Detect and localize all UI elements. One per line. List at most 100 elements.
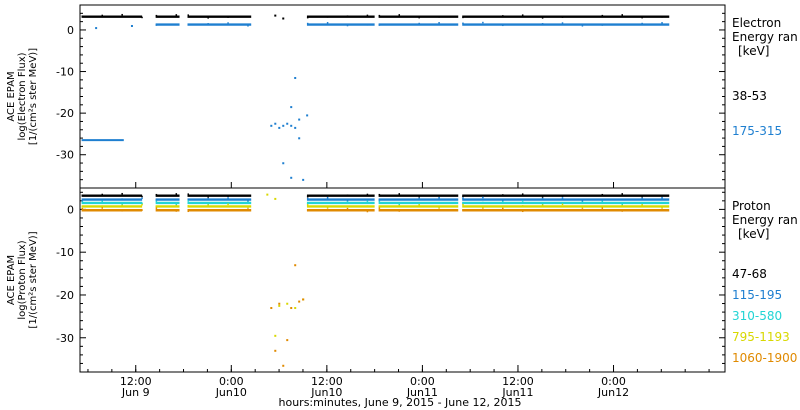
data-point (541, 209, 544, 212)
data-point (418, 22, 420, 25)
data-point (581, 201, 584, 203)
data-point (175, 14, 178, 16)
data-point (502, 207, 504, 210)
data-point (187, 23, 189, 26)
data-point (207, 198, 209, 200)
data-point (601, 207, 604, 209)
data-point (482, 194, 484, 197)
legend-subtitle: Energy ran (732, 213, 798, 227)
legend-series-label: 310-580 (732, 309, 782, 323)
x-tick-time: 0:00 (601, 375, 626, 388)
data-point (306, 22, 309, 25)
data-point (398, 23, 401, 26)
data-point (227, 202, 229, 204)
series-47-68 (81, 192, 670, 198)
series-115-195 (81, 196, 670, 202)
x-tick-time: 0:00 (219, 375, 244, 388)
data-point (101, 207, 103, 209)
legend-series-label: 175-315 (732, 124, 782, 138)
data-point (346, 199, 349, 202)
data-point (502, 24, 504, 27)
data-point (302, 178, 305, 181)
data-point (438, 197, 440, 199)
y-tick-label: -10 (56, 246, 74, 259)
data-point (175, 204, 178, 207)
data-point (266, 193, 269, 196)
x-tick-day: Jun10 (310, 386, 342, 399)
data-point (290, 307, 293, 310)
data-point (141, 197, 143, 200)
data-point (502, 15, 504, 17)
data-point (438, 22, 440, 24)
data-point (306, 114, 309, 117)
data-point (561, 22, 564, 24)
data-point (561, 208, 564, 211)
data-point (282, 17, 285, 20)
data-point (298, 137, 301, 140)
data-point (661, 195, 663, 197)
data-point (621, 23, 623, 26)
data-point (641, 209, 643, 212)
data-point (418, 209, 420, 212)
y-tick-label: -20 (56, 107, 74, 120)
data-point (462, 195, 464, 198)
y-tick-label: 0 (67, 203, 74, 216)
data-point (81, 194, 84, 196)
data-point (366, 200, 369, 202)
data-point (141, 209, 143, 211)
data-point (641, 22, 643, 25)
data-point (541, 23, 544, 25)
data-point (541, 204, 544, 206)
data-point (346, 201, 349, 203)
data-point (278, 304, 281, 307)
data-point (346, 24, 349, 27)
series-38-53 (81, 13, 670, 20)
data-point (601, 199, 604, 201)
data-point (155, 200, 158, 203)
data-point (621, 198, 623, 201)
panel-y-label: ACE EPAMlog(Proton Flux)[1/(cm²s ster Me… (6, 231, 39, 328)
data-point (187, 193, 189, 195)
data-point (207, 209, 209, 212)
data-point (306, 202, 309, 205)
data-point (521, 200, 524, 202)
data-point (306, 16, 309, 19)
data-point (278, 126, 281, 129)
y-tick-label: -30 (56, 149, 74, 162)
data-point (641, 202, 643, 205)
data-point (462, 209, 464, 211)
y-tick-label: 0 (67, 24, 74, 37)
data-point (101, 205, 103, 207)
electron-panel: 0 -10 -20 -30 ACE EPAMlog(Electron Flux)[1/(… (6, 4, 798, 189)
data-point (298, 300, 301, 303)
data-point (398, 204, 401, 207)
data-point (282, 162, 285, 165)
data-point (306, 195, 309, 198)
data-point (521, 23, 524, 26)
data-point (326, 197, 329, 199)
data-point (462, 197, 464, 200)
data-point (294, 264, 297, 267)
data-point (581, 208, 584, 210)
data-point (326, 201, 329, 204)
data-point (326, 208, 329, 211)
data-point (121, 192, 123, 195)
data-point (247, 25, 249, 27)
data-point (398, 210, 401, 212)
y-tick-label: -20 (56, 289, 74, 302)
data-point (227, 197, 229, 199)
legend-series-label: 115-195 (732, 288, 782, 302)
data-point (346, 15, 349, 17)
data-point (621, 210, 623, 212)
data-point (306, 197, 309, 200)
data-point (581, 194, 584, 197)
data-point (366, 199, 369, 201)
data-point (227, 208, 229, 211)
data-point (227, 16, 229, 18)
x-tick-day: Jun10 (215, 386, 247, 399)
data-point (581, 15, 584, 18)
data-point (398, 193, 401, 195)
y-label-line: [1/(cm²s ster MeV)] (28, 231, 39, 328)
data-point (286, 339, 289, 342)
